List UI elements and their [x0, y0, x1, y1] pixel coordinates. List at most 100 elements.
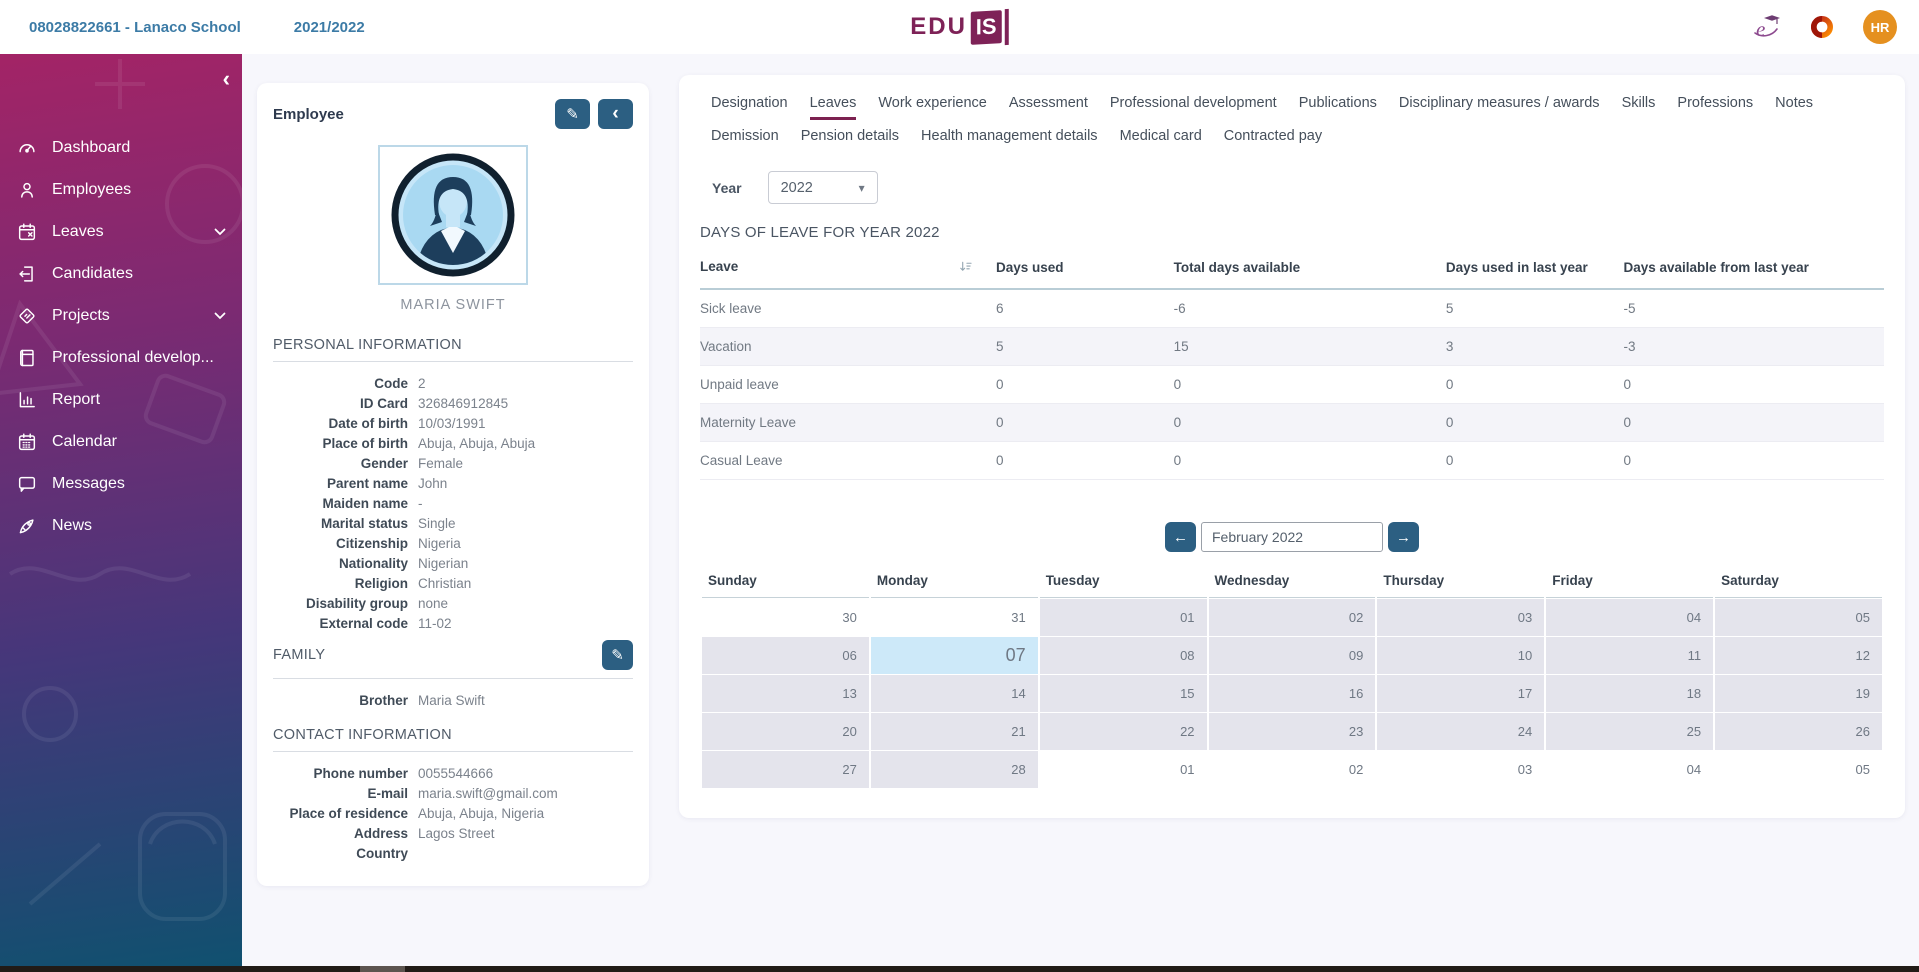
calendar-day[interactable]: 12 [1715, 637, 1882, 674]
sidebar-item-projects[interactable]: Projects [0, 295, 242, 337]
calendar-day[interactable]: 15 [1039, 675, 1207, 712]
info-value: 0055544666 [418, 766, 494, 781]
sidebar-doodle-pattern [0, 59, 242, 921]
calendar-day[interactable]: 03 [1377, 751, 1545, 788]
calendar-day[interactable]: 27 [702, 751, 869, 788]
pencil-icon: ✎ [566, 106, 579, 123]
tab-disciplinary-measures-awards[interactable]: Disciplinary measures / awards [1398, 95, 1600, 111]
calendar-day[interactable]: 17 [1377, 675, 1545, 712]
calendar-day[interactable]: 20 [702, 713, 869, 750]
calendar-day[interactable]: 23 [1208, 713, 1376, 750]
calendar-day[interactable]: 25 [1546, 713, 1714, 750]
collapse-card-button[interactable]: ‹ [598, 99, 633, 129]
sidebar-collapse-icon[interactable]: ‹ [222, 66, 230, 91]
table-cell: 0 [1173, 365, 1446, 404]
tab-pension-details[interactable]: Pension details [800, 128, 900, 144]
calendar-day[interactable]: 22 [1039, 713, 1207, 750]
messages-icon [15, 472, 39, 496]
calendar-day[interactable]: 06 [702, 637, 869, 674]
tab-medical-card[interactable]: Medical card [1119, 128, 1202, 144]
sort-icon[interactable] [959, 260, 972, 276]
calendar-day[interactable]: 28 [870, 751, 1038, 788]
column-header-total-days-available[interactable]: Total days available [1173, 249, 1446, 290]
leave-table: Leave Days used Total days available Days u… [700, 249, 1884, 480]
scrollbar-thumb[interactable] [360, 966, 405, 972]
tab-publications[interactable]: Publications [1298, 95, 1377, 111]
sidebar-item-label: News [52, 517, 93, 534]
calendar-day[interactable]: 13 [702, 675, 869, 712]
column-header-leave[interactable]: Leave [700, 249, 996, 290]
sidebar-item-dashboard[interactable]: Dashboard [0, 127, 242, 169]
calendar-day[interactable]: 21 [870, 713, 1038, 750]
calendar-day[interactable]: 04 [1546, 599, 1714, 636]
calendar-day[interactable]: 02 [1208, 599, 1376, 636]
calendar-day[interactable]: 05 [1715, 599, 1882, 636]
tab-designation[interactable]: Designation [711, 95, 788, 111]
calendar-day[interactable]: 04 [1546, 751, 1714, 788]
info-value: 11-02 [418, 616, 452, 631]
sidebar-item-report[interactable]: Report [0, 379, 242, 421]
tab-professions[interactable]: Professions [1677, 95, 1754, 111]
horizontal-scrollbar[interactable] [0, 966, 1919, 972]
tab-professional-development[interactable]: Professional development [1109, 95, 1277, 111]
year-select[interactable]: 2022 ▾ [767, 171, 878, 204]
elearning-swirl-icon[interactable]: e [1751, 12, 1781, 42]
tab-work-experience[interactable]: Work experience [878, 95, 987, 111]
tab-contracted-pay[interactable]: Contracted pay [1223, 128, 1323, 144]
sidebar-item-employees[interactable]: Employees [0, 169, 242, 211]
personal-info-rows: Code 2 ID Card 326846912845 Date of birth 10/… [273, 374, 633, 634]
sidebar-item-professional-development[interactable]: Professional develop... [0, 337, 242, 379]
calendar-day[interactable]: 24 [1377, 713, 1545, 750]
day-name-friday: Friday [1546, 565, 1714, 598]
month-input[interactable]: February 2022 [1201, 522, 1383, 552]
prev-month-button[interactable]: ← [1165, 522, 1196, 552]
calendar-day[interactable]: 11 [1546, 637, 1714, 674]
sidebar-item-messages[interactable]: Messages [0, 463, 242, 505]
school-year-selector[interactable]: 2021/2022 [293, 18, 365, 36]
calendar-day[interactable]: 03 [1377, 599, 1545, 636]
tab-assessment[interactable]: Assessment [1008, 95, 1088, 111]
calendar-day[interactable]: 18 [1546, 675, 1714, 712]
calendar-day[interactable]: 08 [1039, 637, 1207, 674]
calendar-day[interactable]: 10 [1377, 637, 1545, 674]
column-header-days-used-in-last-year[interactable]: Days used in last year [1445, 249, 1624, 290]
edit-employee-button[interactable]: ✎ [555, 99, 590, 129]
calendar-day[interactable]: 01 [1039, 751, 1207, 788]
calendar-body: 30 31 01 02 03 04 05 06 07 08 09 10 11 12 13 14 15 16 17 18… [702, 599, 1882, 788]
sidebar-item-label: Employees [52, 181, 132, 198]
office-365-icon[interactable] [1807, 12, 1837, 42]
calendar-day[interactable]: 30 [702, 599, 869, 636]
sidebar-item-calendar[interactable]: Calendar [0, 421, 242, 463]
column-header-days-used[interactable]: Days used [996, 249, 1174, 290]
tab-skills[interactable]: Skills [1621, 95, 1656, 111]
sidebar-item-news[interactable]: News [0, 505, 242, 547]
table-cell: 6 [996, 289, 1174, 328]
calendar-day[interactable]: 09 [1208, 637, 1376, 674]
tab-health-management-details[interactable]: Health management details [921, 128, 1098, 144]
calendar-day[interactable]: 19 [1715, 675, 1882, 712]
tab-leaves[interactable]: Leaves [809, 87, 857, 120]
edit-family-button[interactable]: ✎ [602, 640, 633, 670]
user-avatar[interactable]: HR [1863, 10, 1897, 44]
day-name-thursday: Thursday [1377, 565, 1545, 598]
column-header-days-available-from-last-year[interactable]: Days available from last year [1623, 249, 1884, 290]
section-heading-text: FAMILY [273, 647, 326, 663]
school-selector[interactable]: 08028822661 - Lanaco School [29, 18, 241, 36]
sidebar-item-leaves[interactable]: Leaves [0, 211, 242, 253]
sidebar-item-candidates[interactable]: Candidates [0, 253, 242, 295]
calendar-day[interactable]: 26 [1715, 713, 1882, 750]
calendar-day[interactable]: 31 [870, 599, 1038, 636]
next-month-button[interactable]: → [1388, 522, 1419, 552]
leaves-panel: Designation Leaves Work experience Assessme… [679, 75, 1905, 818]
table-cell: -6 [1173, 289, 1446, 328]
calendar-day-selected[interactable]: 07 [870, 637, 1038, 674]
info-label: Nationality [338, 556, 408, 571]
tab-demission[interactable]: Demission [711, 128, 779, 144]
calendar-day[interactable]: 02 [1208, 751, 1376, 788]
calendar-day[interactable]: 14 [870, 675, 1038, 712]
calendar-day[interactable]: 01 [1039, 599, 1207, 636]
info-label: Address [353, 826, 408, 841]
tab-notes[interactable]: Notes [1775, 95, 1814, 111]
calendar-day[interactable]: 05 [1715, 751, 1882, 788]
calendar-day[interactable]: 16 [1208, 675, 1376, 712]
